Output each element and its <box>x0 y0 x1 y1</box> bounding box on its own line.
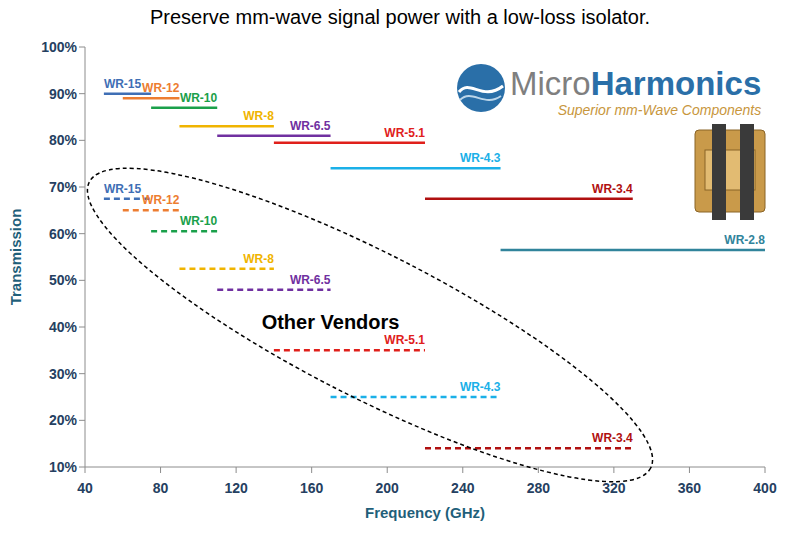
svg-text:WR-8: WR-8 <box>243 109 274 123</box>
svg-text:WR-8: WR-8 <box>243 252 274 266</box>
svg-text:120: 120 <box>224 480 248 496</box>
svg-text:WR-3.4: WR-3.4 <box>592 182 633 196</box>
svg-text:20%: 20% <box>49 412 78 428</box>
svg-text:240: 240 <box>451 480 475 496</box>
svg-text:40: 40 <box>77 480 93 496</box>
svg-text:30%: 30% <box>49 366 78 382</box>
svg-text:200: 200 <box>376 480 400 496</box>
svg-text:WR-15: WR-15 <box>104 182 142 196</box>
svg-text:10%: 10% <box>49 459 78 475</box>
svg-text:WR-10: WR-10 <box>180 214 218 228</box>
html-text:Preserve mm-wave signal power: Preserve mm-wave signal power with a low… <box>149 6 651 28</box>
html-text:Superior mm-Wave Components: Superior mm-Wave Components <box>557 102 762 118</box>
svg-text:360: 360 <box>678 480 702 496</box>
svg-text:WR-3.4: WR-3.4 <box>592 431 633 445</box>
svg-text:WR-10: WR-10 <box>180 91 218 105</box>
svg-text:WR-15: WR-15 <box>104 77 142 91</box>
svg-text:WR-4.3: WR-4.3 <box>460 151 501 165</box>
svg-text:WR-6.5: WR-6.5 <box>290 273 331 287</box>
svg-text:80%: 80% <box>49 132 78 148</box>
svg-text:80: 80 <box>153 480 169 496</box>
svg-text:WR-5.1: WR-5.1 <box>384 126 425 140</box>
svg-text:280: 280 <box>527 480 551 496</box>
svg-text:Frequency (GHz): Frequency (GHz) <box>365 504 485 521</box>
svg-text:WR-12: WR-12 <box>142 81 180 95</box>
svg-text:Transmission: Transmission <box>8 209 24 306</box>
svg-text:70%: 70% <box>49 179 78 195</box>
svg-text:WR-2.8: WR-2.8 <box>724 233 765 247</box>
svg-text:320: 320 <box>602 480 626 496</box>
svg-text:WR-4.3: WR-4.3 <box>460 380 501 394</box>
html-text:Micro Harmonics: Micro Harmonics <box>510 65 762 102</box>
svg-text:40%: 40% <box>49 319 78 335</box>
svg-text:WR-12: WR-12 <box>142 193 180 207</box>
svg-text:160: 160 <box>300 480 324 496</box>
svg-text:400: 400 <box>753 480 777 496</box>
svg-text:60%: 60% <box>49 226 78 242</box>
svg-text:90%: 90% <box>49 86 78 102</box>
svg-text:Other Vendors: Other Vendors <box>262 311 400 333</box>
svg-text:WR-6.5: WR-6.5 <box>290 119 331 133</box>
svg-text:100%: 100% <box>41 39 77 55</box>
svg-text:50%: 50% <box>49 272 78 288</box>
svg-text:WR-5.1: WR-5.1 <box>384 333 425 347</box>
